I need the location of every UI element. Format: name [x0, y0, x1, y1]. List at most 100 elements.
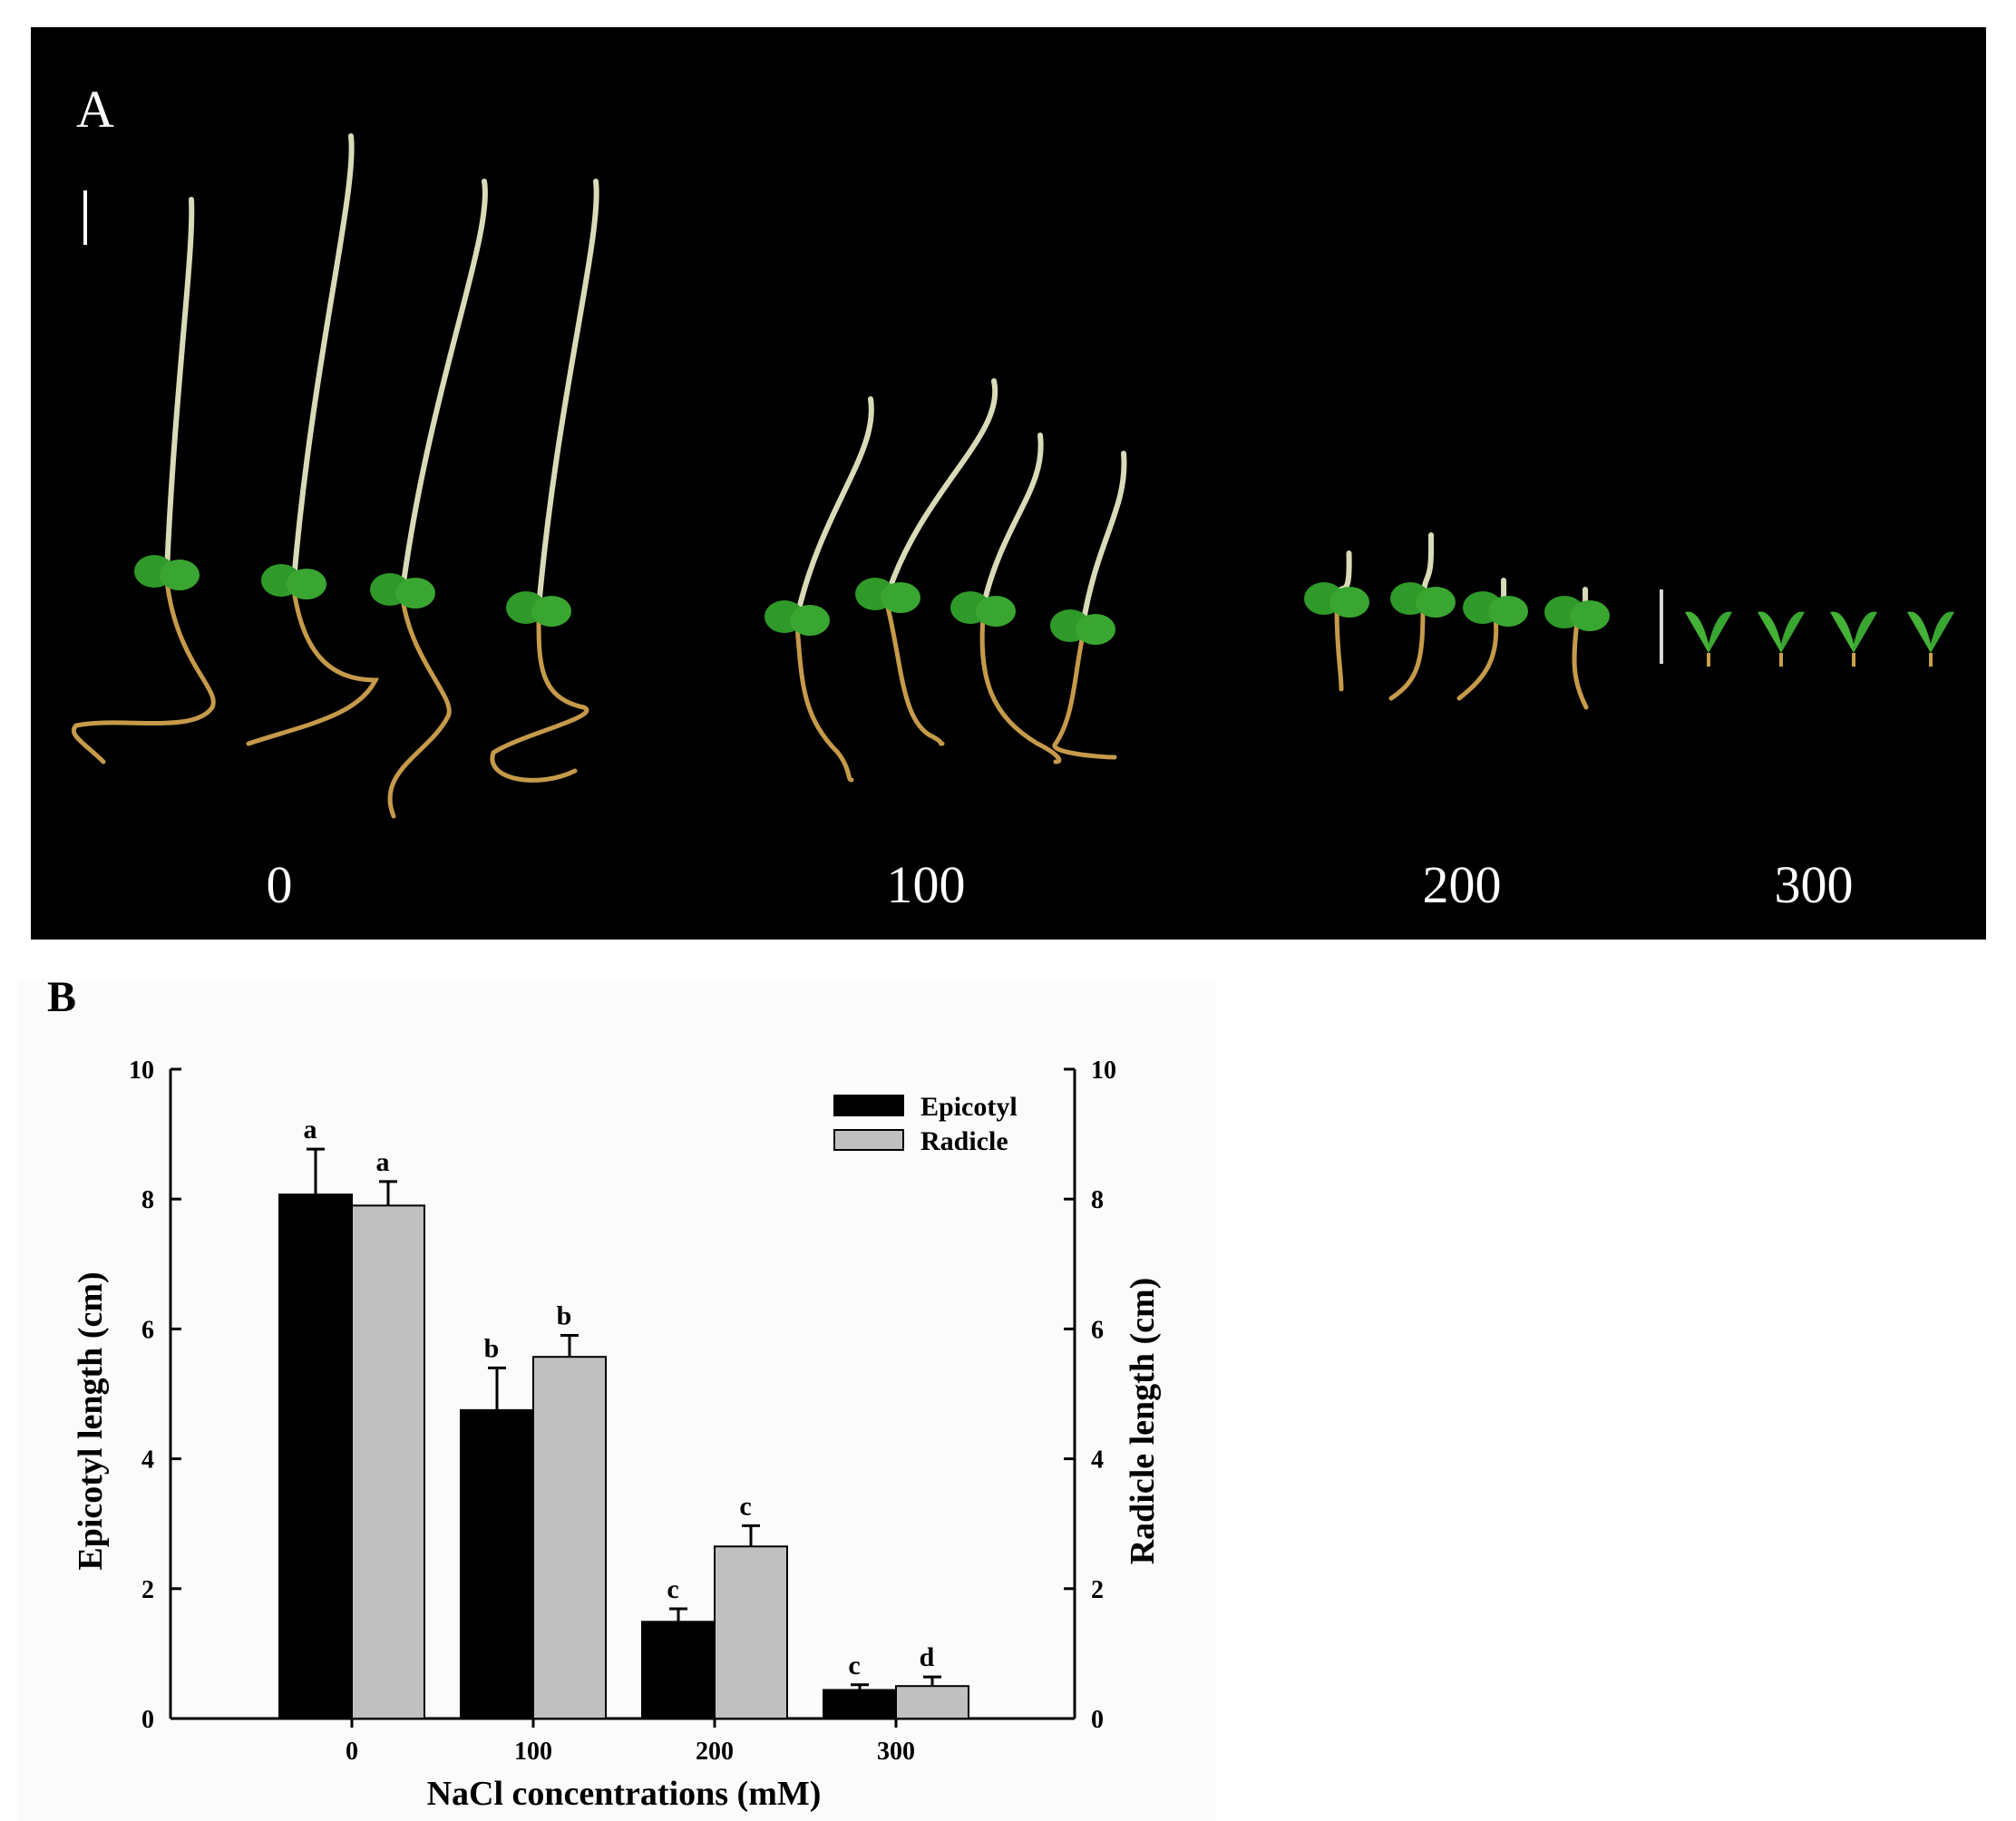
epicotyl-stem — [536, 179, 599, 610]
sprout-leaf — [1931, 611, 1954, 653]
significance-letter: a — [304, 1115, 317, 1144]
bar-radicle — [351, 1204, 425, 1720]
epicotyl-stem — [164, 197, 195, 574]
cotyledon — [287, 569, 326, 599]
seedling — [765, 396, 874, 783]
y-tick-label-right: 0 — [1091, 1706, 1104, 1734]
panel-label-a: A — [76, 80, 114, 139]
radicle-root — [387, 596, 452, 819]
bar-radicle — [714, 1545, 788, 1720]
bar-epicotyl — [278, 1193, 353, 1720]
cotyledon — [1329, 587, 1369, 618]
cotyledon — [395, 578, 435, 609]
bar-radicle — [895, 1685, 969, 1720]
radicle-root — [1334, 605, 1344, 692]
y-tick-label-left: 2 — [141, 1576, 154, 1604]
seedling — [1304, 550, 1369, 692]
x-axis-title: NaCl concentrations (mM) — [427, 1775, 822, 1813]
seedling — [246, 133, 380, 746]
y-tick-label-left: 10 — [129, 1057, 154, 1085]
seedling-photo-panel: A 0 100 200 300 — [31, 27, 1986, 940]
cotyledon — [976, 596, 1016, 627]
y-tick-label-right: 10 — [1091, 1057, 1116, 1085]
radicle-root — [1456, 614, 1499, 701]
significance-letter: b — [484, 1333, 500, 1363]
seedling — [71, 197, 216, 764]
sprout-leaf — [1854, 611, 1877, 653]
y-tick-label-right: 4 — [1091, 1446, 1104, 1475]
photo-group-label: 300 — [1775, 855, 1854, 914]
y-tick-label-left: 8 — [141, 1186, 154, 1214]
cotyledon — [531, 596, 571, 627]
seedling — [1456, 578, 1528, 701]
radicle-root — [1388, 605, 1426, 701]
sprout — [1907, 611, 1954, 667]
y-axis-title-left: Epicotyl length (cm) — [72, 1271, 110, 1570]
epicotyl-stem — [885, 378, 998, 597]
epicotyl-stem — [980, 433, 1044, 610]
sprout-leaf — [1709, 611, 1732, 653]
y-tick-label-right: 6 — [1091, 1316, 1104, 1344]
radicle-root — [1052, 632, 1117, 760]
radicle-root — [246, 587, 380, 746]
cotyledon — [881, 582, 920, 613]
cotyledon — [1570, 600, 1610, 631]
y-tick-label-right: 2 — [1091, 1576, 1104, 1604]
seedling — [855, 378, 998, 746]
sprout — [1830, 611, 1877, 667]
radicle-root — [1572, 618, 1589, 710]
bar-epicotyl — [823, 1689, 897, 1719]
panel-label-b: B — [47, 979, 76, 1021]
significance-letter: d — [920, 1642, 935, 1672]
significance-letter: c — [848, 1651, 860, 1680]
significance-letter: c — [739, 1491, 751, 1521]
radicle-root — [979, 614, 1062, 764]
y-tick-label-left: 4 — [141, 1446, 154, 1475]
y-tick-label-left: 0 — [141, 1706, 154, 1734]
cotyledon — [1076, 614, 1115, 645]
x-tick-label: 0 — [346, 1738, 358, 1766]
sprout-leaf — [1758, 611, 1781, 653]
bar-chart-panel: B 0 0 2 2 4 4 6 6 8 8 10 10 0 a a 100 b b 200 c c 300 c d NaCl co… — [18, 979, 1215, 1821]
y-axis-title-right: Radicle length (cm) — [1124, 1278, 1162, 1565]
epicotyl-stem — [291, 133, 355, 583]
radicle-root — [71, 578, 216, 764]
x-tick-label: 200 — [696, 1738, 734, 1766]
radicle-root — [885, 605, 945, 746]
significance-letter: a — [376, 1147, 390, 1177]
epicotyl-stem — [794, 396, 874, 619]
significance-letter: b — [557, 1301, 572, 1331]
cotyledon — [1488, 596, 1528, 627]
seedling-photo: A 0 100 200 300 — [71, 80, 1954, 914]
sprout — [1758, 611, 1805, 667]
x-tick-label: 100 — [514, 1738, 552, 1766]
photo-group-label: 100 — [887, 855, 966, 914]
seedling — [950, 433, 1062, 764]
epicotyl-stem — [400, 179, 488, 592]
cotyledon — [1416, 587, 1456, 618]
photo-group-label: 0 — [267, 855, 293, 914]
sprout-leaf — [1830, 611, 1854, 653]
x-tick-label: 300 — [877, 1738, 915, 1766]
significance-letter: c — [667, 1574, 678, 1604]
legend-swatch — [833, 1095, 904, 1116]
radicle-root — [794, 623, 854, 783]
sprout — [1685, 611, 1732, 667]
sprout-leaf — [1907, 611, 1931, 653]
legend-swatch — [833, 1129, 904, 1151]
cotyledon — [160, 560, 200, 590]
legend-label: Radicle — [920, 1126, 1008, 1156]
seedling — [1544, 587, 1610, 710]
seedling — [1050, 451, 1127, 760]
seedling — [370, 179, 488, 819]
photo-group-label: 200 — [1423, 855, 1502, 914]
sprout-leaf — [1781, 611, 1805, 653]
seedling — [490, 179, 599, 783]
y-tick-label-right: 8 — [1091, 1186, 1104, 1214]
sprout-leaf — [1685, 611, 1709, 653]
cotyledon — [790, 605, 830, 636]
epicotyl-stem — [1080, 451, 1127, 628]
bar-epicotyl — [460, 1408, 534, 1719]
legend-label: Epicotyl — [920, 1092, 1018, 1122]
bar-radicle — [532, 1356, 607, 1719]
